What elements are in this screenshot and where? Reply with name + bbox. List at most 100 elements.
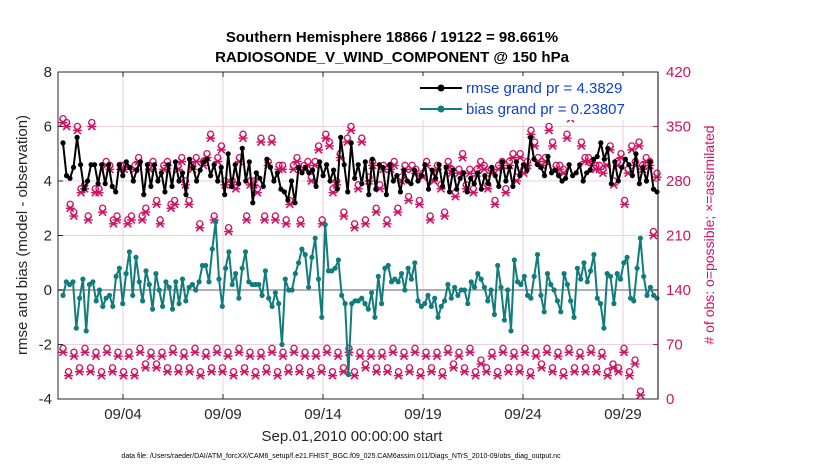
rmse-data-point [549, 170, 555, 176]
rmse-data-point [327, 178, 333, 184]
bias-data-point [223, 265, 229, 271]
rmse-data-point [176, 178, 182, 184]
obs-count-marker [288, 161, 298, 174]
bias-data-point [402, 287, 408, 293]
rmse-data-point [162, 189, 168, 195]
rmse-data-point [447, 189, 453, 195]
bias-data-point [242, 249, 249, 255]
y-right-tick-label: 70 [666, 337, 683, 354]
rmse-data-point [506, 164, 512, 170]
rmse-data-point [556, 173, 562, 179]
rmse-data-point [60, 140, 66, 146]
obs-count-marker [64, 367, 73, 380]
rmse-data-point [295, 164, 302, 170]
bias-data-point [412, 260, 418, 266]
obs-count-marker [212, 344, 222, 357]
bias-data-point [345, 371, 351, 378]
obs-count-marker [346, 122, 356, 135]
bias-data-point [183, 298, 189, 304]
obs-count-marker [531, 348, 541, 361]
y-tick-label: 0 [44, 282, 52, 299]
obs-count-marker [490, 196, 500, 209]
bias-data-point [372, 314, 378, 320]
x-axis: 09/04 09/09 09/14 09/19 09/24 09/29 [104, 72, 642, 423]
obs-count-marker [311, 348, 321, 361]
rmse-data-point [113, 189, 119, 195]
obs-count-marker [195, 220, 205, 232]
obs-count-marker [482, 364, 491, 376]
bias-data-point [415, 298, 421, 304]
rmse-data-point [369, 156, 375, 162]
obs-count-marker [355, 348, 365, 361]
obs-count-marker [548, 138, 558, 151]
obs-count-marker [454, 348, 464, 361]
bias-data-point [505, 287, 511, 293]
rmse-data-point [102, 181, 108, 187]
obs-count-marker [339, 364, 348, 376]
obs-count-marker [317, 364, 326, 376]
rmse-data-point [288, 178, 295, 184]
rmse-data-point [253, 170, 259, 176]
obs-count-marker [371, 204, 381, 217]
obs-count-marker [328, 367, 337, 380]
obs-count-marker [141, 360, 150, 372]
rmse-data-point [608, 181, 614, 187]
obs-count-marker [382, 216, 392, 228]
rmse-data-point [158, 170, 164, 176]
rmse-data-point [422, 162, 428, 168]
obs-count-marker [87, 118, 97, 131]
bias-data-point [136, 279, 142, 285]
obs-count-marker [245, 348, 255, 361]
obs-count-marker [112, 212, 122, 224]
obs-count-marker [562, 130, 572, 143]
series-lines [60, 134, 660, 378]
obs-count-marker [501, 185, 511, 197]
bias-data-point [73, 325, 79, 331]
obs-count-marker [559, 367, 568, 380]
rmse-data-point [144, 162, 150, 168]
rmse-data-point [229, 183, 235, 189]
legend-bias-marker [437, 105, 445, 113]
rmse-data-point [415, 178, 421, 184]
rmse-data-point [563, 175, 569, 181]
bias-data-point [534, 252, 541, 258]
plot-frame [57, 71, 659, 400]
chart-title-line2: RADIOSONDE_V_WIND_COMPONENT @ 150 hPa [215, 49, 570, 66]
rmse-data-point [250, 200, 256, 206]
bias-data-point [548, 281, 554, 288]
bias-data-point [203, 262, 209, 269]
obs-count-marker [69, 208, 79, 221]
y-axis-left: -4 -2 0 2 4 6 8 [39, 64, 63, 408]
bias-data-point [379, 301, 385, 307]
obs-count-marker [476, 157, 486, 170]
bias-data-point [574, 265, 581, 271]
obs-count-marker [97, 367, 106, 380]
rmse-data-point [615, 178, 621, 184]
obs-count-marker [256, 134, 266, 147]
y-right-tick-label: 0 [666, 391, 674, 408]
rmse-data-point [134, 167, 140, 173]
y-axis-label: rmse and bias (model - observation) [14, 115, 31, 355]
obs-count-marker [130, 367, 139, 380]
obs-count-marker [278, 348, 288, 361]
obs-count-marker [163, 364, 172, 376]
bias-data-point [581, 260, 587, 266]
rmse-data-point [475, 170, 481, 176]
rmse-data-point [155, 178, 161, 184]
obs-count-marker [90, 185, 100, 197]
obs-count-marker [267, 134, 277, 147]
bias-data-point [156, 287, 162, 293]
y-tick-label: 4 [44, 173, 52, 190]
bias-data-point [395, 279, 401, 285]
obs-count-marker [652, 169, 662, 182]
bias-data-point [607, 273, 614, 279]
rmse-data-point [236, 181, 242, 187]
rmse-data-point [510, 183, 516, 189]
rmse-data-point [404, 178, 410, 184]
obs-count-marker [270, 212, 280, 224]
obs-count-marker [170, 196, 180, 209]
legend: rmse grand pr = 4.3829 bias grand pr = 0… [414, 76, 654, 120]
obs-count-marker [416, 367, 425, 380]
rmse-data-point [425, 186, 432, 192]
